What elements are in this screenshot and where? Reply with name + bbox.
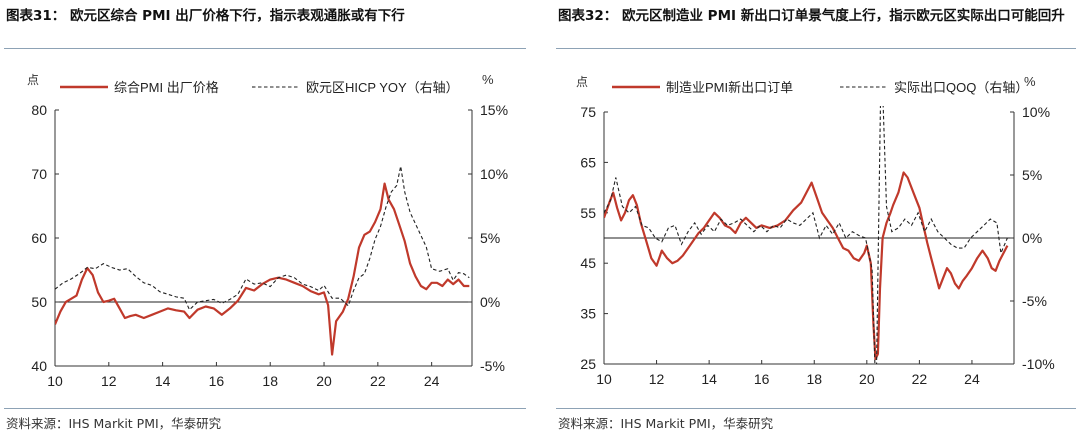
chart-svg: 点 % 40 50 60 70 80 -5% 0% 5% 10% 15% 10 12 14 16 18 20 22 2… bbox=[27, 72, 508, 389]
title-rule bbox=[556, 48, 1076, 49]
left-tick-label: 65 bbox=[580, 154, 596, 170]
legend-label: 实际出口QOQ（右轴） bbox=[894, 80, 1028, 95]
right-tick-label: 15% bbox=[480, 102, 508, 118]
x-tick-label: 22 bbox=[912, 371, 928, 387]
source-note: 资料来源：IHS Markit PMI，华泰研究 bbox=[6, 416, 222, 431]
right-tick-label: 10% bbox=[480, 166, 508, 182]
right-unit-label: % bbox=[1024, 74, 1036, 89]
right-tick-label: -10% bbox=[1022, 356, 1055, 372]
x-tick-label: 10 bbox=[596, 371, 612, 387]
left-tick-label: 75 bbox=[580, 104, 596, 120]
source-rule bbox=[4, 408, 526, 409]
series-line-dashed bbox=[604, 106, 1008, 364]
legend-label: 综合PMI 出厂价格 bbox=[114, 80, 219, 95]
left-tick-label: 25 bbox=[580, 356, 596, 372]
chart-title: 图表32： 欧元区制造业 PMI 新出口订单景气度上行，指示欧元区实际出口可能回… bbox=[558, 8, 1065, 24]
legend-label: 制造业PMI新出口订单 bbox=[666, 80, 793, 95]
left-tick-label: 45 bbox=[580, 255, 596, 271]
x-tick-label: 18 bbox=[262, 373, 278, 389]
x-tick-label: 20 bbox=[316, 373, 332, 389]
chart-panel-32: 图表32： 欧元区制造业 PMI 新出口订单景气度上行，指示欧元区实际出口可能回… bbox=[552, 0, 1080, 440]
right-tick-label: -5% bbox=[480, 358, 505, 374]
chart-svg: 点 % 25 35 45 55 65 75 -10% -5% 0% 5% 10% 10 12 14 16 18 20… bbox=[576, 74, 1055, 387]
source-rule bbox=[556, 408, 1076, 409]
right-tick-label: 10% bbox=[1022, 104, 1050, 120]
x-tick-label: 20 bbox=[859, 371, 875, 387]
right-tick-label: 0% bbox=[1022, 230, 1042, 246]
left-tick-label: 80 bbox=[31, 102, 47, 118]
right-tick-label: 5% bbox=[1022, 167, 1042, 183]
left-tick-label: 55 bbox=[580, 205, 596, 221]
left-unit-label: 点 bbox=[576, 75, 588, 89]
right-unit-label: % bbox=[482, 72, 494, 87]
chart-title: 图表31： 欧元区综合 PMI 出厂价格下行，指示表观通胀或有下行 bbox=[6, 8, 405, 24]
x-tick-label: 16 bbox=[209, 373, 225, 389]
x-tick-label: 10 bbox=[47, 373, 63, 389]
series-line-solid bbox=[604, 171, 1009, 361]
left-tick-label: 40 bbox=[31, 358, 47, 374]
x-tick-label: 18 bbox=[806, 371, 822, 387]
x-tick-label: 24 bbox=[964, 371, 980, 387]
x-tick-label: 12 bbox=[101, 373, 117, 389]
x-tick-label: 22 bbox=[370, 373, 386, 389]
legend-label: 欧元区HICP YOY（右轴） bbox=[306, 80, 459, 95]
source-note: 资料来源：IHS Markit PMI，华泰研究 bbox=[558, 416, 774, 431]
left-tick-label: 60 bbox=[31, 230, 47, 246]
series-line-solid bbox=[55, 182, 470, 356]
right-tick-label: 5% bbox=[480, 230, 500, 246]
x-tick-label: 14 bbox=[701, 371, 717, 387]
left-tick-label: 35 bbox=[580, 306, 596, 322]
left-tick-label: 50 bbox=[31, 294, 47, 310]
x-tick-label: 14 bbox=[155, 373, 171, 389]
right-tick-label: 0% bbox=[480, 294, 500, 310]
x-tick-label: 12 bbox=[649, 371, 665, 387]
left-unit-label: 点 bbox=[27, 73, 39, 87]
x-tick-label: 24 bbox=[424, 373, 440, 389]
x-tick-label: 16 bbox=[754, 371, 770, 387]
chart-panel-31: 图表31： 欧元区综合 PMI 出厂价格下行，指示表观通胀或有下行 点% 40 50… bbox=[0, 0, 530, 440]
right-tick-label: -5% bbox=[1022, 293, 1047, 309]
series-line-dashed bbox=[55, 166, 470, 311]
left-tick-label: 70 bbox=[31, 166, 47, 182]
title-rule bbox=[4, 48, 526, 49]
